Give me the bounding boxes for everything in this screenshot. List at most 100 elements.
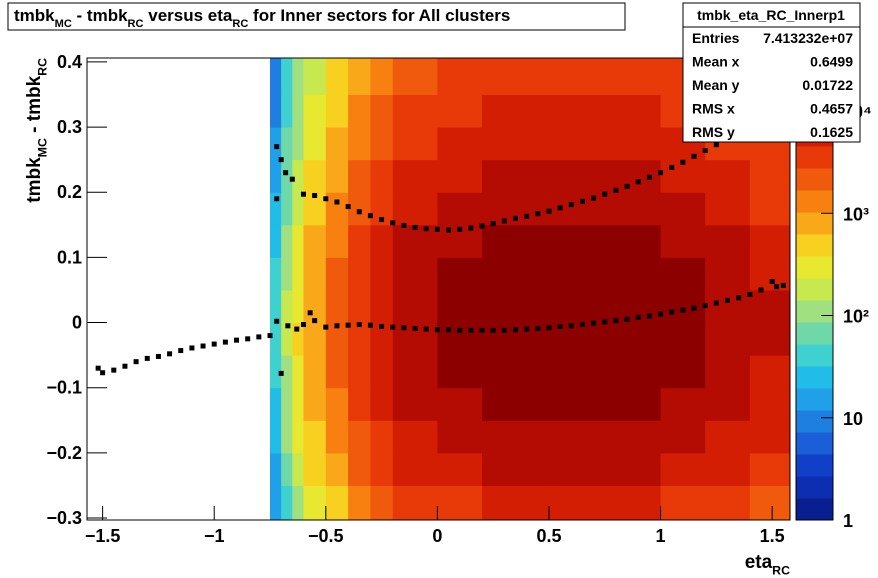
color-band — [796, 322, 833, 345]
cell — [705, 159, 751, 193]
cell — [482, 485, 528, 521]
cell — [281, 94, 293, 128]
cell — [281, 58, 293, 95]
point — [512, 215, 518, 221]
cell — [281, 322, 293, 356]
z-tick-label: 10 — [843, 409, 863, 429]
cell — [370, 420, 394, 454]
point — [780, 282, 786, 288]
cell — [437, 420, 483, 454]
cell — [370, 159, 394, 193]
point — [323, 196, 329, 202]
cell — [325, 224, 349, 258]
cell — [281, 127, 293, 161]
subscript: RC — [772, 564, 790, 578]
cell — [270, 452, 282, 486]
cell — [437, 192, 483, 226]
point — [155, 353, 161, 359]
point — [736, 295, 742, 301]
cell — [660, 452, 706, 486]
cell — [526, 289, 572, 324]
text-part: tmbk — [24, 157, 45, 203]
cell — [482, 127, 528, 161]
cell — [292, 485, 304, 521]
cell — [281, 224, 293, 258]
point — [267, 333, 273, 339]
x-tick-label: 1.5 — [760, 526, 785, 546]
cell — [270, 322, 282, 356]
cell — [348, 355, 371, 389]
cell — [325, 159, 349, 193]
point — [356, 209, 362, 215]
cell — [292, 94, 304, 128]
cell — [303, 322, 327, 356]
cell — [281, 485, 293, 521]
cell — [325, 420, 349, 454]
cell — [292, 257, 304, 291]
cell — [348, 127, 371, 161]
cell — [325, 257, 349, 291]
cell — [615, 257, 662, 291]
cell — [370, 58, 394, 95]
point — [613, 187, 619, 193]
cell — [437, 127, 483, 161]
axes: −1.5 −1 −0.5 0 0.5 1 1.5 −0.3 −0.2 −0.1 0 0.1 0.2 0.3… — [46, 52, 784, 546]
cell — [571, 485, 617, 521]
cell — [292, 192, 304, 226]
cell — [303, 58, 327, 95]
cell — [270, 387, 282, 421]
point — [95, 365, 101, 371]
cell — [303, 387, 327, 421]
point — [390, 324, 396, 330]
point — [758, 287, 764, 293]
point — [635, 314, 641, 320]
cell — [660, 192, 706, 226]
text-part: versus eta — [144, 6, 233, 25]
cell — [392, 452, 438, 486]
point — [100, 370, 106, 376]
cell — [370, 322, 394, 356]
cell — [370, 355, 394, 389]
cell — [615, 485, 662, 521]
point — [658, 311, 664, 317]
cell — [303, 420, 327, 454]
point — [200, 343, 206, 349]
point — [300, 191, 306, 197]
point — [401, 325, 407, 331]
color-band — [796, 476, 833, 499]
stats-key: Mean x — [692, 54, 740, 70]
point — [379, 217, 385, 223]
point — [680, 159, 686, 165]
point — [274, 196, 280, 202]
cell — [348, 257, 371, 291]
cell — [270, 159, 282, 193]
cell — [281, 387, 293, 421]
cell — [437, 58, 483, 95]
cell — [660, 289, 706, 324]
cell — [749, 387, 791, 421]
cell — [270, 289, 282, 324]
point — [285, 323, 291, 329]
cell — [749, 289, 791, 324]
point — [446, 227, 452, 233]
cell — [281, 452, 293, 486]
point — [624, 183, 630, 189]
color-band — [796, 300, 833, 323]
point — [669, 309, 675, 315]
point — [144, 355, 150, 361]
cell — [325, 127, 349, 161]
cell — [325, 355, 349, 389]
point — [646, 174, 652, 180]
y-tick-label: −0.3 — [46, 508, 82, 528]
point — [680, 307, 686, 313]
point — [367, 322, 373, 328]
point — [446, 327, 452, 333]
text-part: tmbk — [14, 6, 55, 25]
cell — [292, 355, 304, 389]
x-tick-label: −1.5 — [85, 526, 121, 546]
point — [245, 336, 251, 342]
stats-value: 0.01722 — [802, 77, 853, 93]
color-band — [796, 454, 833, 477]
color-band — [796, 212, 833, 235]
cell — [660, 257, 706, 291]
